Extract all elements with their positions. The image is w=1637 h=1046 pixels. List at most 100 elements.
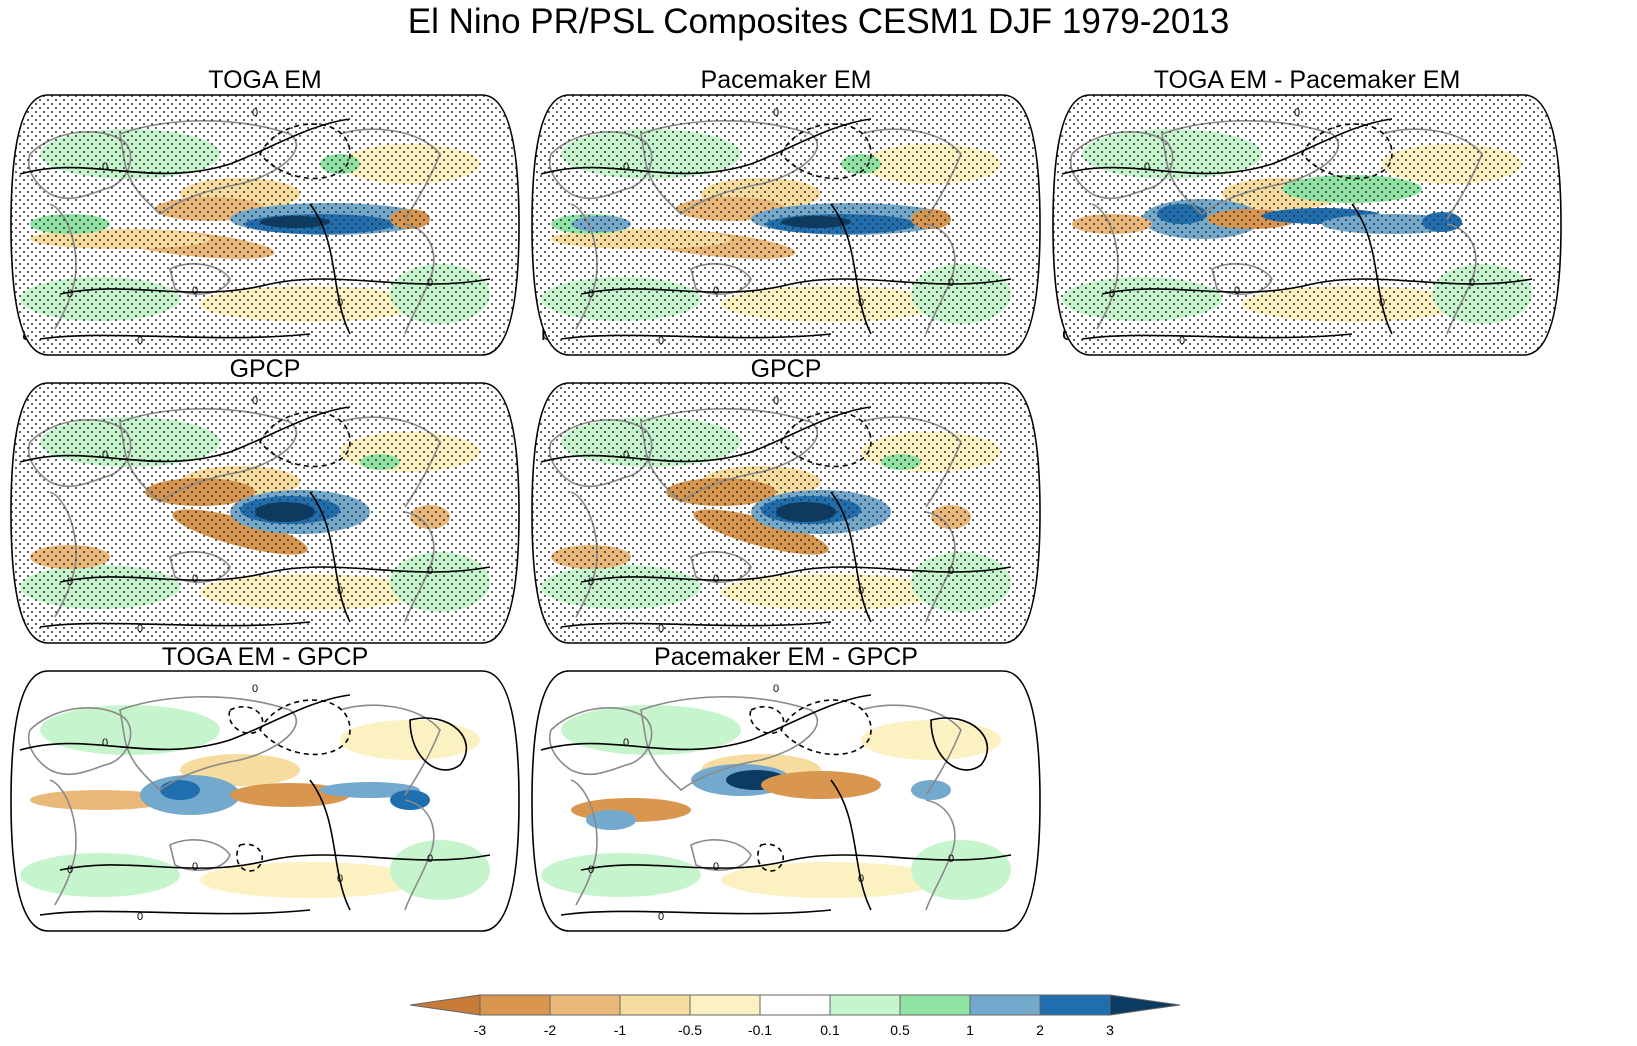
psl-contour	[309, 203, 351, 335]
psl-contours: 0 0 0 0 0 0 0	[19, 107, 491, 347]
contour-label: 0	[658, 623, 664, 635]
psl-contour	[228, 705, 264, 734]
psl-contour	[309, 491, 351, 623]
psl-contours: 0 0 0 0 0 0 0	[19, 395, 491, 635]
psl-contour	[580, 278, 1012, 295]
contour-label: 0	[1294, 107, 1300, 119]
contour-label: 0	[137, 623, 143, 635]
colorbar-tick-label: 2	[1036, 1022, 1044, 1038]
map-outline	[531, 94, 1041, 356]
contour-label: 0	[658, 911, 664, 923]
map-outline	[10, 670, 520, 932]
contour-label: 0	[948, 565, 954, 577]
contour-label: 0	[588, 864, 594, 876]
colorbar-box	[759, 994, 831, 1016]
psl-contour	[540, 694, 872, 751]
psl-contour	[830, 779, 872, 911]
psl-contour	[780, 411, 872, 468]
pr-field-positive	[911, 780, 951, 800]
pr-field-positive	[586, 810, 636, 830]
psl-contour	[1301, 123, 1393, 180]
contour-label: 0	[858, 873, 864, 885]
contour-label: 0	[252, 683, 258, 695]
contour-label: 0	[252, 395, 258, 407]
contour-label: 0	[1469, 277, 1475, 289]
contour-label: 0	[427, 565, 433, 577]
contour-label: 0	[192, 285, 198, 297]
map-outline	[10, 382, 520, 644]
contour-label: 0	[1109, 288, 1115, 300]
colorbar-box	[1039, 994, 1111, 1016]
psl-contour	[19, 406, 351, 463]
contour-label: 0	[588, 288, 594, 300]
colorbar-tick-label: -1	[613, 1022, 627, 1038]
contour-label: 0	[858, 585, 864, 597]
psl-contour	[309, 779, 351, 911]
psl-contour	[59, 854, 491, 871]
map-toga-em: 0 0 0 0 0 0 0	[10, 94, 520, 356]
panel-title-pacemaker-minus-gpcp: Pacemaker EM - GPCP	[654, 643, 918, 671]
contour-label: 0	[948, 853, 954, 865]
pr-field-negative	[861, 720, 1001, 760]
continent-north-america	[339, 704, 441, 796]
psl-contour	[560, 621, 832, 628]
colorbar-tick-label: -0.1	[747, 1022, 773, 1038]
psl-contour	[580, 566, 1012, 583]
psl-contour	[830, 491, 872, 623]
continent-south-america	[404, 799, 435, 911]
psl-contour	[560, 333, 832, 340]
psl-contour	[39, 621, 311, 628]
pr-field-negative	[340, 720, 480, 760]
panel-title-toga-minus-gpcp: TOGA EM - GPCP	[161, 643, 369, 671]
pr-field-positive	[390, 790, 430, 810]
colorbar-tick-label: -3	[473, 1022, 487, 1038]
colorbar-triangle-low	[410, 994, 481, 1016]
contour-label: 0	[858, 297, 864, 309]
contour-label: 0	[137, 335, 143, 347]
colorbar-tick-label: 0.5	[890, 1022, 910, 1038]
significance-stipple	[532, 95, 1040, 355]
colorbar-box	[689, 994, 761, 1016]
psl-contour	[59, 278, 491, 295]
psl-contour	[580, 854, 1012, 871]
psl-contour	[1351, 203, 1393, 335]
continent-south-america	[925, 799, 956, 911]
contour-label: 0	[192, 573, 198, 585]
psl-contour	[1101, 278, 1533, 295]
colorbar-triangle-high	[1109, 994, 1180, 1016]
contour-label: 0	[658, 335, 664, 347]
psl-contour	[1061, 118, 1393, 175]
map-toga-minus-pacemaker: 0 0 0 0 0 0 0	[1052, 94, 1562, 356]
colorbar-tick-label: 0.1	[820, 1022, 840, 1038]
psl-contour	[259, 411, 351, 468]
significance-stipple	[11, 383, 519, 643]
pr-field-negative	[721, 862, 941, 898]
continent-africa-europe	[28, 707, 132, 775]
contour-label: 0	[102, 737, 108, 749]
significance-stipple	[1053, 95, 1561, 355]
colorbar-tick-label: -2	[543, 1022, 557, 1038]
continent-asia	[119, 696, 297, 792]
colorbar-tick-label: 1	[966, 1022, 974, 1038]
psl-contour	[39, 909, 311, 916]
contour-label: 0	[773, 683, 779, 695]
map-outline	[531, 670, 1041, 932]
panel-title-pacemaker-em: Pacemaker EM	[700, 66, 872, 94]
psl-contour	[749, 705, 785, 734]
colorbar-box	[969, 994, 1041, 1016]
continent-africa-europe	[549, 707, 653, 775]
colorbar-box	[479, 994, 551, 1016]
continent-outlines	[28, 696, 441, 911]
psl-contour	[930, 717, 988, 771]
significance-stipple	[532, 383, 1040, 643]
contour-label: 0	[1379, 297, 1385, 309]
pr-field-positive	[20, 853, 180, 897]
continent-australia	[169, 839, 231, 871]
contour-label: 0	[623, 737, 629, 749]
colorbar-box	[549, 994, 621, 1016]
psl-contour	[259, 699, 351, 756]
continent-australia	[690, 839, 752, 871]
contour-label: 0	[337, 297, 343, 309]
pr-field-positive	[911, 840, 1011, 900]
map-pacemaker-em: 0 0 0 0 0 0 0	[531, 94, 1041, 356]
